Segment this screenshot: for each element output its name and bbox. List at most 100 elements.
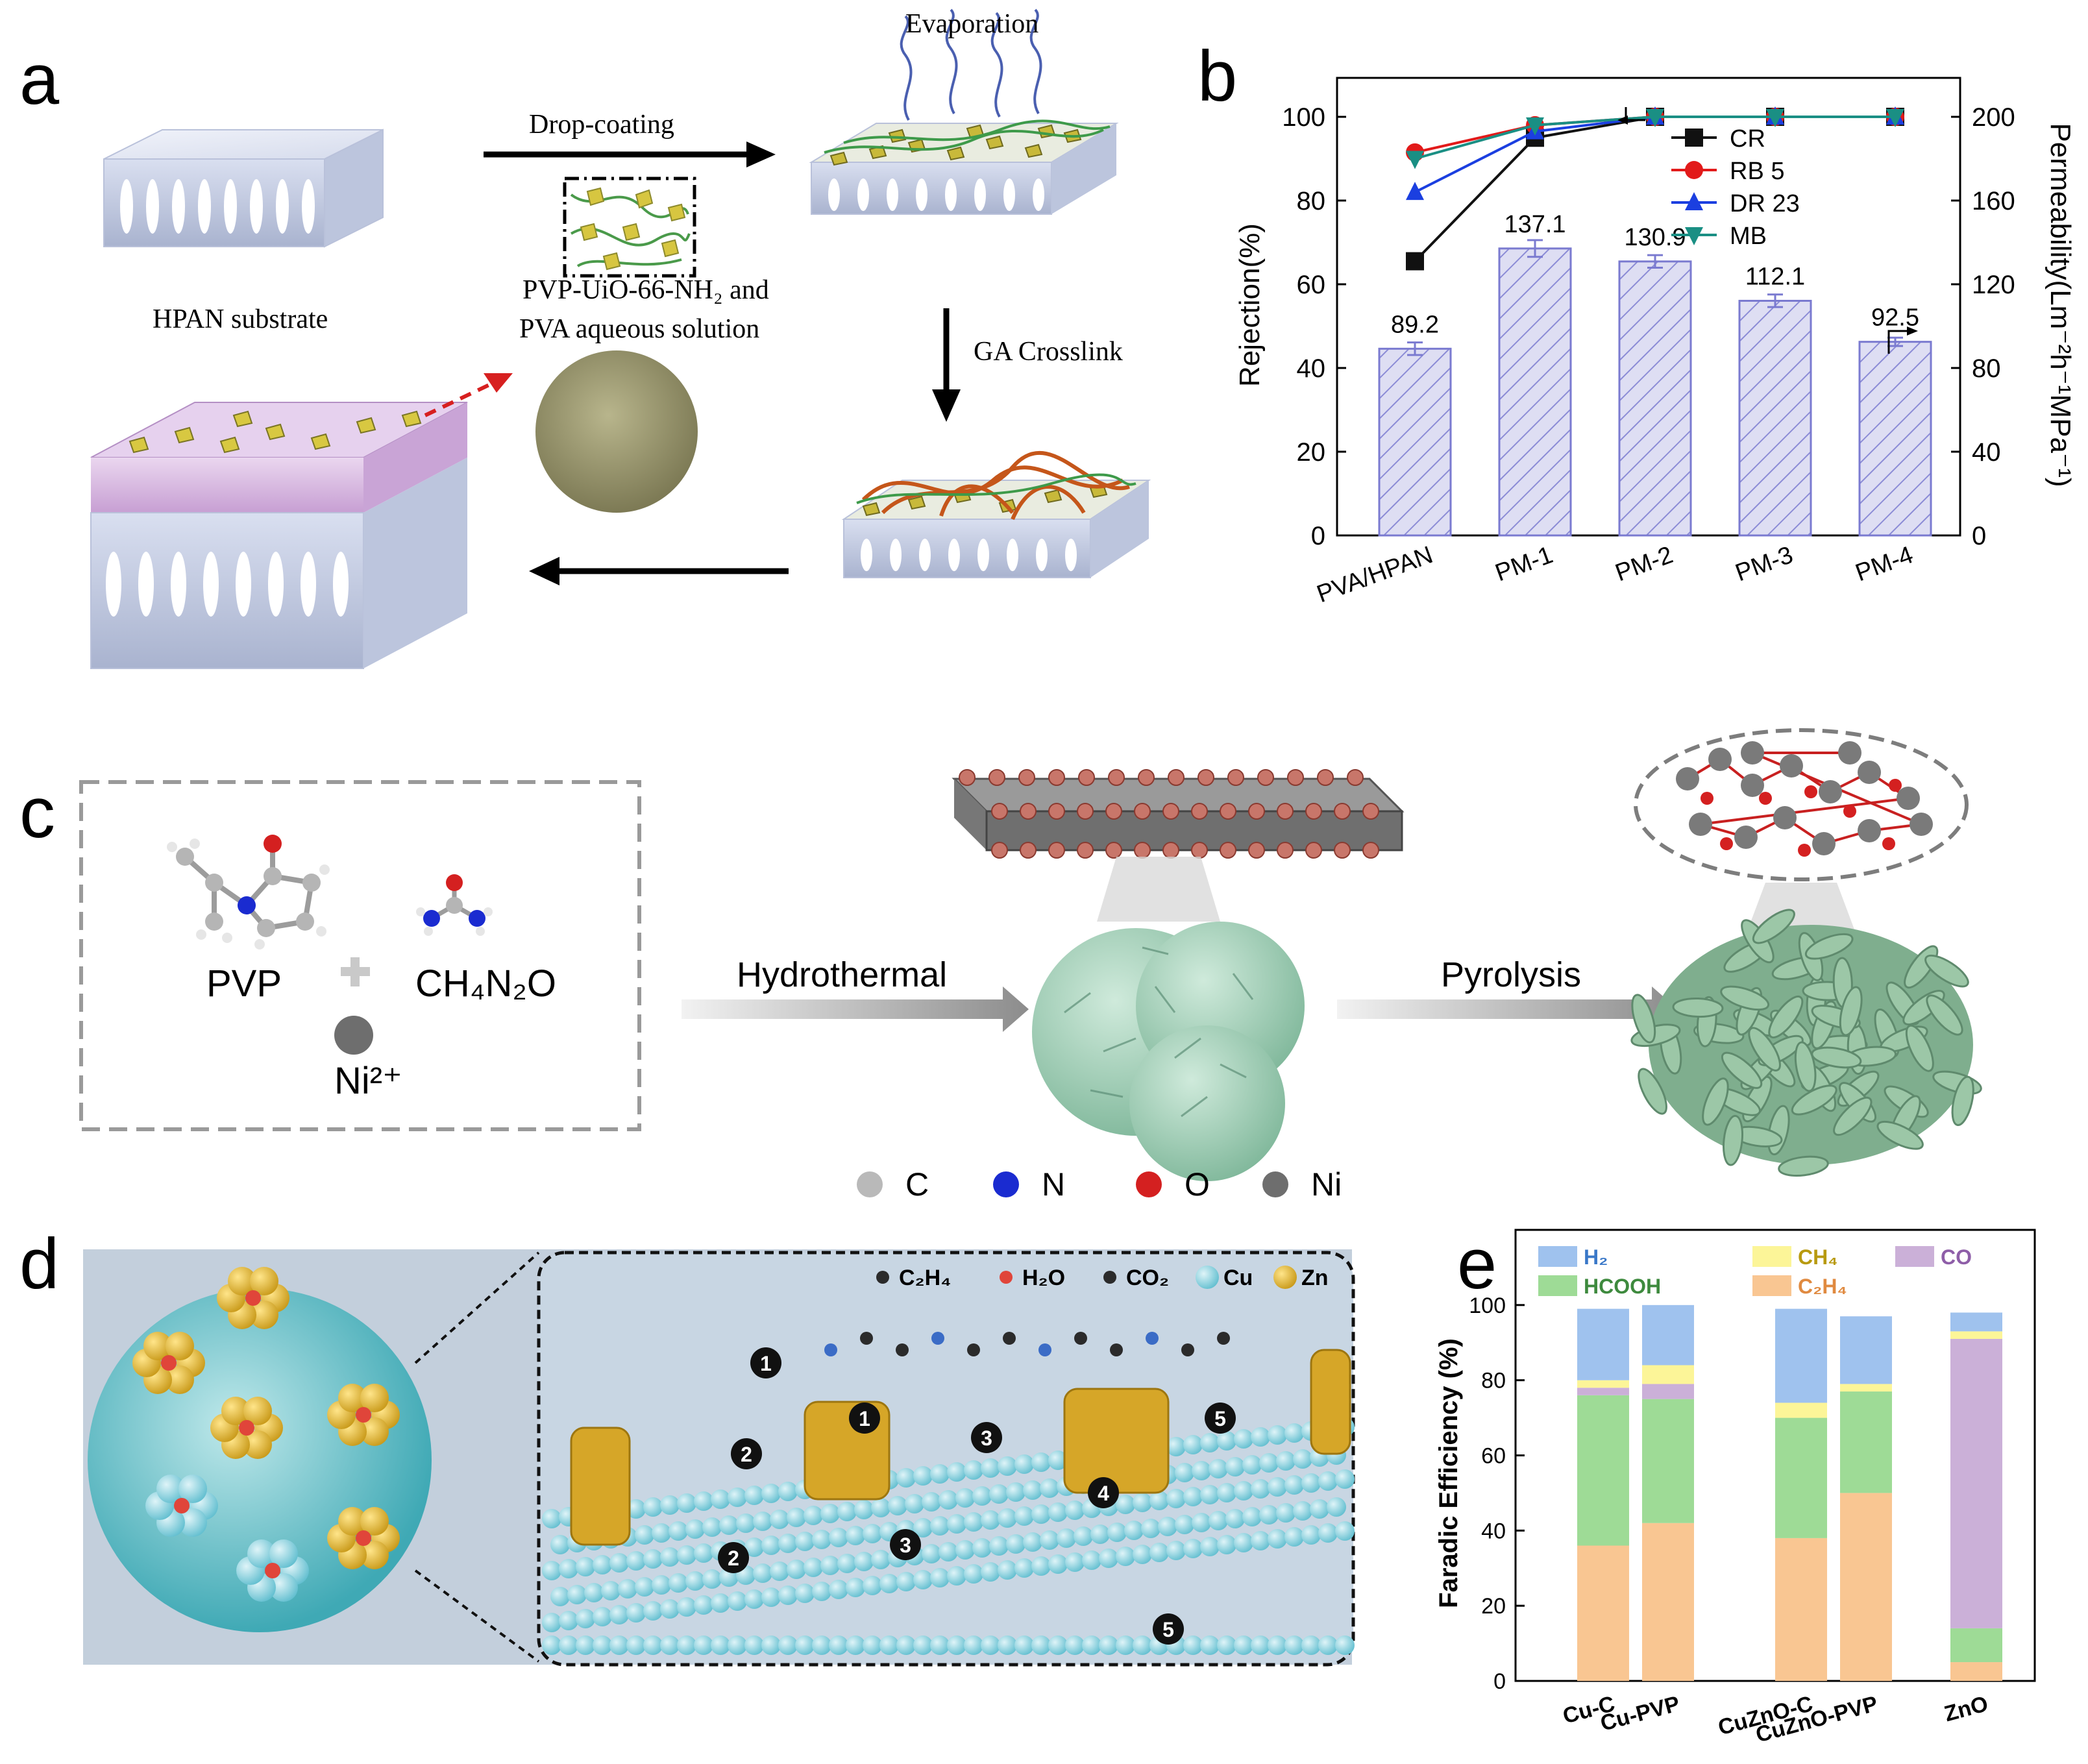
chart-e-bar-segment (1642, 1365, 1694, 1384)
cu-atom (896, 1635, 916, 1655)
cu-atom (888, 1496, 907, 1515)
oxygen-atom (1277, 803, 1294, 820)
oxygen-atom (1134, 803, 1151, 820)
cu-atom (669, 1573, 688, 1593)
cu-atom (1284, 1527, 1304, 1547)
zn-atom (243, 1397, 272, 1426)
oxygen-atom (1257, 769, 1274, 786)
step-number: 5 (1162, 1618, 1174, 1641)
solution-label-line1: PVP-UiO-66-NH₂ and (522, 275, 769, 305)
step-marker (1088, 1477, 1119, 1508)
cu-atom (964, 1512, 983, 1532)
cu-atom (1133, 1493, 1152, 1512)
oxygen-atom (1077, 803, 1094, 820)
cu-atom (1335, 1635, 1355, 1655)
cu-atom (998, 1635, 1017, 1655)
cu-atom (694, 1543, 713, 1563)
oxygen-atom (1018, 769, 1035, 786)
chart-e-ytick-label: 40 (1481, 1519, 1506, 1543)
chart-b-ytick-label: 80 (1297, 187, 1326, 215)
cu-atom (1234, 1481, 1253, 1501)
cu-atom (1200, 1537, 1220, 1556)
oxygen-atom (356, 1530, 371, 1546)
oxygen-atom (1048, 769, 1065, 786)
step-number: 1 (760, 1352, 772, 1375)
step-marker (971, 1422, 1002, 1453)
cu-atom (1141, 1519, 1161, 1538)
chart-e-bar-segment (1642, 1523, 1694, 1681)
cu-atom (846, 1578, 865, 1597)
chart-b-lines (1406, 106, 1904, 271)
oxygen-atom (1048, 842, 1065, 859)
cu-atom (829, 1580, 848, 1599)
chart-b-point (1766, 109, 1784, 127)
cu-atom (1217, 1431, 1236, 1451)
legend-atom-label: N (1042, 1166, 1065, 1203)
element-legend: C N O Ni (857, 1166, 1342, 1203)
chart-b-ytick-label: 60 (1297, 271, 1326, 299)
cu-atom (635, 1577, 654, 1597)
cu-atom (761, 1536, 781, 1555)
chart-b-point (1685, 129, 1703, 147)
cu-atom (863, 1524, 882, 1543)
polymer-atom (1038, 1343, 1051, 1356)
step-marker (849, 1403, 880, 1434)
cu-atom (1293, 1449, 1312, 1469)
cu-atom (1251, 1427, 1270, 1447)
cu-atom (711, 1635, 730, 1655)
carbon-atom (1858, 761, 1881, 784)
step-number: 3 (981, 1427, 992, 1450)
cu-atom (660, 1547, 680, 1567)
coated-membrane-illustration (809, 119, 1119, 215)
step-marker (1205, 1403, 1236, 1434)
cu-atom (1251, 1479, 1270, 1499)
panel-d-letter: d (19, 1224, 59, 1304)
chart-e-legend-label: C₂H₄ (1798, 1275, 1847, 1298)
cu-atom (854, 1552, 874, 1571)
cu-atom (1225, 1457, 1245, 1476)
oxygen-atom (1020, 842, 1037, 859)
chart-e-legend-swatch (1752, 1275, 1791, 1296)
oxygen-atom (1134, 842, 1151, 859)
chart-e-bar-segment (1642, 1384, 1694, 1399)
cu-atom (795, 1584, 815, 1603)
cu-atom (930, 1568, 950, 1587)
step-number: 2 (741, 1443, 752, 1466)
cu-atom (576, 1609, 595, 1628)
petal (1833, 1096, 1873, 1136)
reaction-step-markers: 1 2 2 3 3 4 5 5 1 (718, 1347, 1236, 1645)
cu-atom (1259, 1505, 1279, 1525)
chart-e-bar-segment (1577, 1380, 1629, 1388)
chart-b-ticks: 0 20 40 60 80 100 0 40 80 120 160 200 PVA/HPAN PM-1 PM… (1234, 103, 2076, 608)
zn-pillars (570, 1332, 1351, 1546)
cu-atom (1301, 1525, 1321, 1545)
chart-b-bar-label: 89.2 (1391, 311, 1439, 338)
cu-atom (863, 1576, 882, 1595)
pyrolysis-label: Pyrolysis (1441, 955, 1581, 994)
cu-atom (879, 1574, 899, 1593)
oxygen-atom (1191, 842, 1208, 859)
chart-b-point (1685, 161, 1703, 179)
cu-atom (1318, 1471, 1338, 1491)
petal (1924, 954, 1969, 988)
bond (1700, 797, 1909, 826)
oxygen-atom (959, 769, 976, 786)
cu-atom (1284, 1635, 1304, 1655)
oxygen-atom (1168, 769, 1185, 786)
cu-atom (1065, 1635, 1085, 1655)
cu-atom (1327, 1497, 1346, 1517)
species-legend: C₂H₄ H₂O CO₂ Cu Zn (876, 1266, 1329, 1290)
nickel-label: Ni²⁺ (334, 1060, 402, 1102)
step-number: 4 (1098, 1482, 1109, 1505)
chart-b-xtick-label: PM-4 (1852, 541, 1917, 587)
cu-atom (550, 1535, 570, 1554)
cu-atom (728, 1591, 747, 1611)
cu-atom (981, 1510, 1000, 1530)
cu-atom (1234, 1429, 1253, 1449)
step-number: 5 (1214, 1407, 1226, 1430)
carbon-network-inset (1634, 728, 1969, 881)
chart-b-legend-label: MB (1730, 223, 1767, 250)
chart-b-bar (1618, 260, 1692, 537)
cu-atom (1031, 1452, 1051, 1472)
cu-atom (761, 1635, 781, 1655)
